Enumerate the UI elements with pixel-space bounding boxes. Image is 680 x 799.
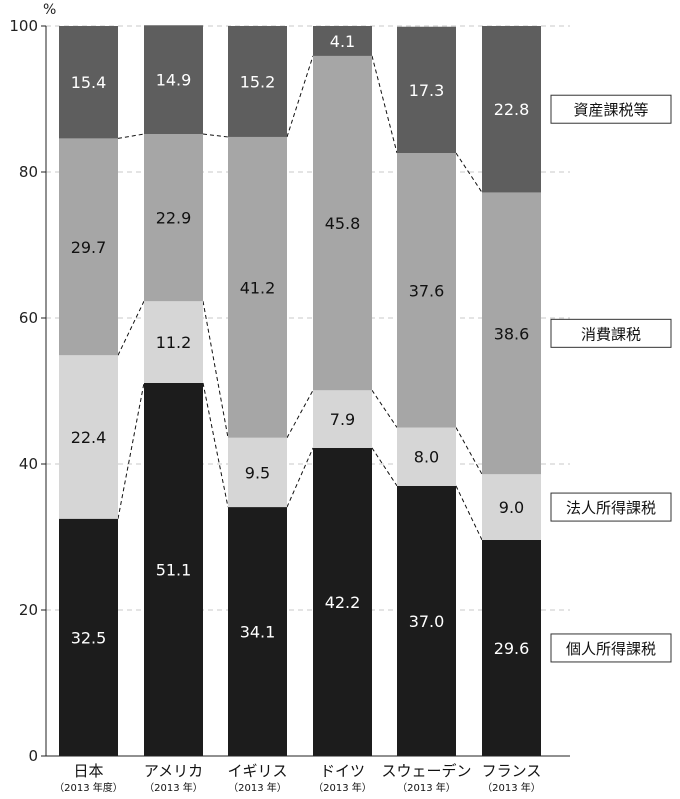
y-tick-label: 40 bbox=[19, 455, 38, 473]
bar-segment bbox=[59, 518, 118, 756]
axes: % bbox=[43, 2, 570, 757]
bar-segment bbox=[144, 382, 203, 756]
connector-line bbox=[286, 447, 314, 508]
bar-segment bbox=[144, 301, 203, 383]
category-label: アメリカ bbox=[144, 762, 203, 780]
legend-label: 消費課税 bbox=[581, 325, 641, 343]
value-label: 15.2 bbox=[240, 72, 276, 91]
connector-line bbox=[117, 300, 145, 356]
value-label: 42.2 bbox=[325, 593, 361, 612]
value-label: 29.6 bbox=[494, 639, 530, 658]
connector-line bbox=[455, 427, 483, 475]
y-tick-label: 0 bbox=[28, 747, 38, 765]
connector-line bbox=[455, 152, 483, 193]
value-label: 22.4 bbox=[71, 428, 107, 447]
bar-segment bbox=[397, 427, 456, 486]
category-note: （2013 年） bbox=[228, 781, 287, 794]
connector-line bbox=[202, 133, 229, 138]
connector-line bbox=[286, 55, 314, 138]
y-axis-unit: % bbox=[43, 2, 56, 18]
bar-segment bbox=[482, 539, 541, 756]
category-label: フランス bbox=[482, 762, 542, 780]
legend-box bbox=[550, 318, 672, 348]
connector-line bbox=[371, 447, 398, 487]
y-tick-labels: 0 20 40 60 80 100 bbox=[9, 17, 46, 765]
segment-connectors bbox=[117, 55, 483, 541]
value-label: 37.0 bbox=[409, 612, 445, 631]
legend-box bbox=[550, 94, 672, 124]
value-label: 29.7 bbox=[71, 238, 107, 257]
bar-segment bbox=[313, 447, 372, 756]
bar-segment bbox=[228, 136, 287, 438]
value-label: 9.0 bbox=[499, 498, 524, 517]
connector-line bbox=[117, 382, 145, 519]
bars bbox=[59, 25, 541, 756]
category-note: （2013 年） bbox=[482, 781, 541, 794]
y-tick-label: 80 bbox=[19, 163, 38, 181]
bar-segment bbox=[59, 138, 118, 356]
bar-segment bbox=[397, 26, 456, 154]
value-label: 9.5 bbox=[245, 463, 270, 482]
bar-segment bbox=[313, 26, 372, 56]
bar-segment bbox=[228, 437, 287, 508]
value-label: 11.2 bbox=[156, 333, 192, 352]
bar-segment bbox=[59, 355, 118, 519]
value-label: 8.0 bbox=[414, 448, 439, 467]
value-label: 45.8 bbox=[325, 214, 361, 233]
category-label: イギリス bbox=[227, 762, 287, 780]
legend-label: 資産課税等 bbox=[573, 101, 648, 119]
bar-segment bbox=[313, 390, 372, 448]
connector-line bbox=[117, 133, 145, 139]
bar-segment bbox=[59, 26, 118, 139]
value-label: 34.1 bbox=[240, 623, 276, 642]
bar-segment bbox=[482, 474, 541, 540]
value-label: 37.6 bbox=[409, 281, 445, 300]
value-label: 32.5 bbox=[71, 628, 107, 647]
value-label: 15.4 bbox=[71, 73, 107, 92]
category-labels: 日本（2013 年度）アメリカ（2013 年）イギリス（2013 年）ドイツ（2… bbox=[54, 762, 541, 794]
connector-line bbox=[202, 301, 229, 438]
y-tick-label: 60 bbox=[19, 309, 38, 327]
bar-segment bbox=[397, 485, 456, 756]
category-label: 日本 bbox=[73, 762, 103, 780]
bar-segment bbox=[482, 26, 541, 193]
category-note: （2013 年） bbox=[397, 781, 456, 794]
legend-box bbox=[550, 633, 672, 663]
legend-label: 法人所得課税 bbox=[566, 499, 656, 517]
value-label: 51.1 bbox=[156, 560, 192, 579]
value-labels: 32.5 51.1 34.1 42.2 37.0 29.6 22.4 11.2 9.5 7.9 8.… bbox=[71, 32, 530, 658]
value-label: 38.6 bbox=[494, 324, 530, 343]
category-note: （2013 年度） bbox=[54, 781, 123, 794]
y-tick-label: 100 bbox=[9, 17, 38, 35]
value-label: 41.2 bbox=[240, 278, 276, 297]
category-label: ドイツ bbox=[320, 762, 365, 780]
connector-line bbox=[371, 55, 398, 154]
value-label: 22.9 bbox=[156, 209, 192, 228]
value-label: 17.3 bbox=[409, 81, 445, 100]
bar-segment bbox=[144, 134, 203, 302]
connector-line bbox=[202, 382, 229, 508]
bar-segment bbox=[397, 153, 456, 428]
y-tick-label: 20 bbox=[19, 601, 38, 619]
value-label: 7.9 bbox=[330, 410, 355, 429]
bar-segment bbox=[228, 507, 287, 756]
bar-segment bbox=[482, 192, 541, 475]
category-label: スウェーデン bbox=[381, 762, 471, 780]
bar-segment bbox=[228, 26, 287, 137]
value-label: 14.9 bbox=[156, 71, 192, 90]
value-label: 22.8 bbox=[494, 100, 530, 119]
legend-box bbox=[550, 492, 672, 522]
value-label: 4.1 bbox=[330, 32, 355, 51]
category-note: （2013 年） bbox=[313, 781, 372, 794]
category-note: （2013 年） bbox=[144, 781, 203, 794]
bar-segment bbox=[144, 25, 203, 135]
connector-line bbox=[455, 485, 483, 541]
connector-line bbox=[286, 390, 314, 438]
bar-segment bbox=[313, 55, 372, 391]
connector-line bbox=[371, 389, 398, 428]
legend-label: 個人所得課税 bbox=[566, 640, 656, 658]
